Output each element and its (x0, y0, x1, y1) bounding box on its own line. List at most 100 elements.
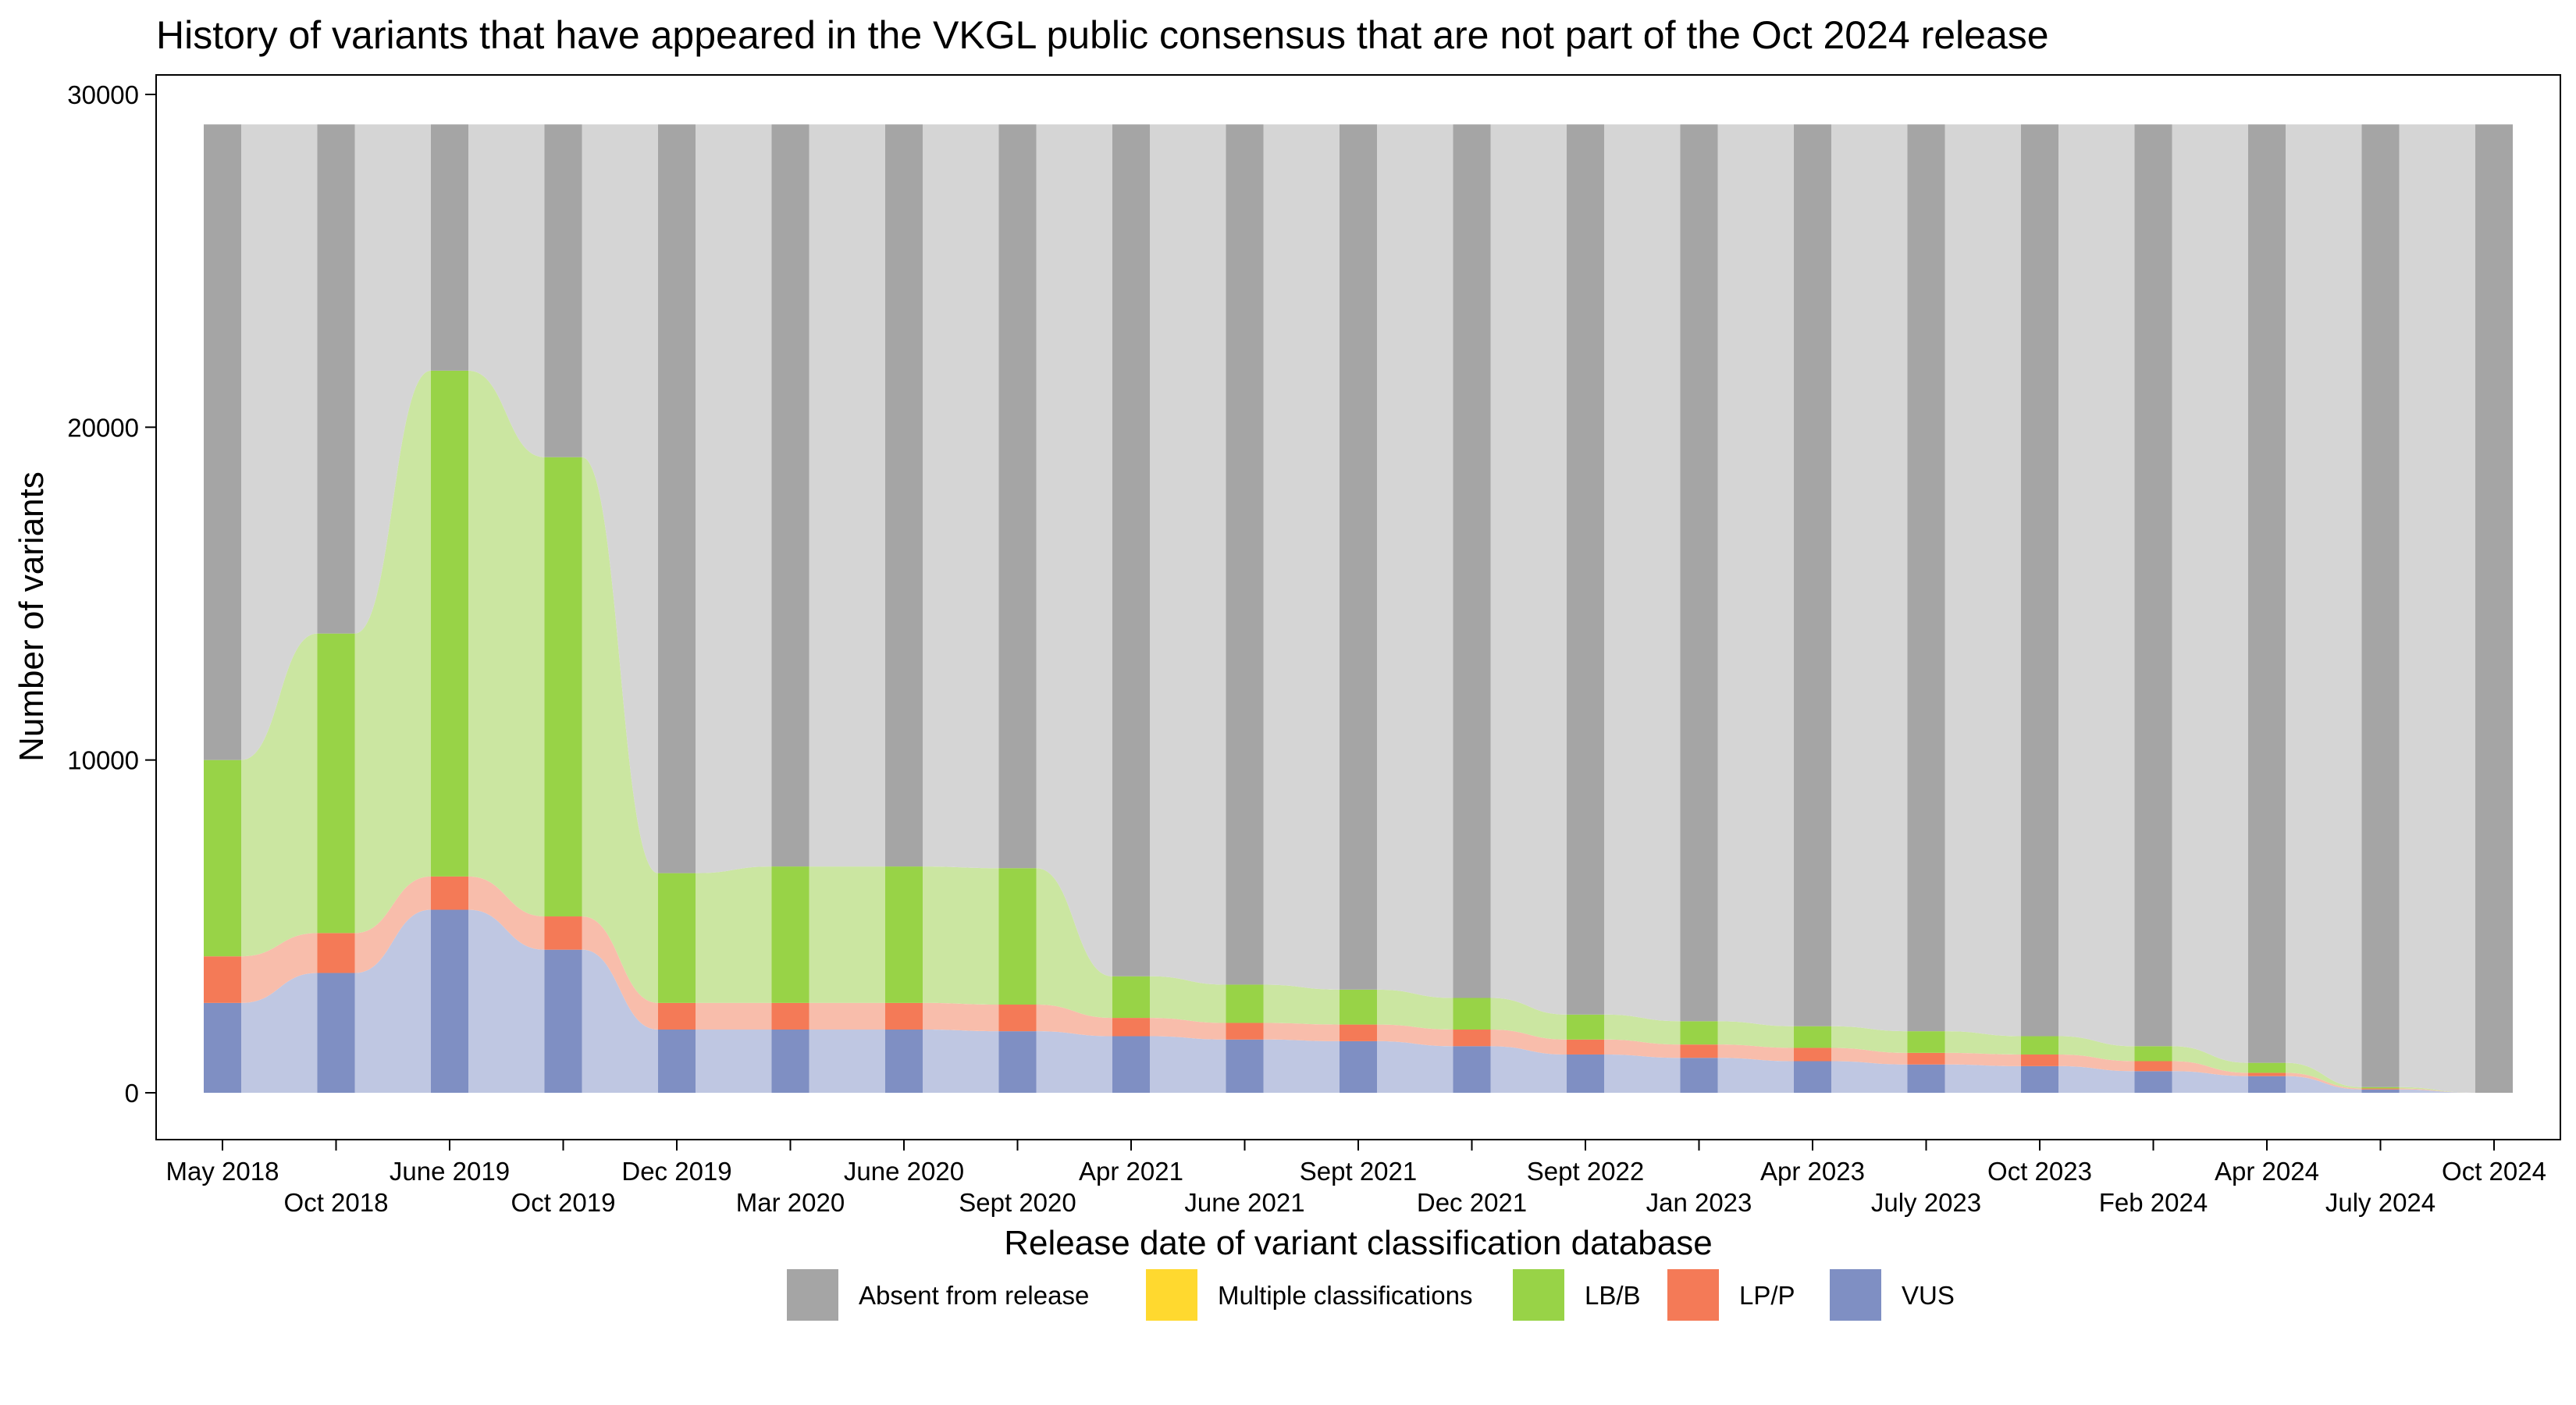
x-tick-label: Oct 2023 (1987, 1157, 2092, 1186)
bar-absent-from-release-0 (204, 124, 241, 760)
bar-vus-14 (1794, 1061, 1831, 1093)
y-axis-title: Number of variants (12, 471, 51, 762)
flow-vus-17 (2172, 1071, 2248, 1093)
flow-absent-from-release-13 (1717, 124, 1794, 1026)
bar-absent-from-release-18 (2248, 124, 2286, 1063)
bar-lp-p-19 (2361, 1088, 2400, 1090)
bar-absent-from-release-1 (317, 124, 355, 634)
bar-lp-p-0 (204, 956, 241, 1003)
bar-absent-from-release-14 (1794, 124, 1831, 1026)
flow-lb-b-11 (1490, 998, 1567, 1040)
flow-lb-b-9 (1263, 984, 1340, 1025)
bar-vus-16 (2021, 1065, 2058, 1093)
flow-absent-from-release-9 (1263, 124, 1340, 990)
x-tick-label: Feb 2024 (2099, 1188, 2208, 1217)
bar-layer (204, 124, 2513, 1093)
flow-absent-from-release-5 (809, 124, 885, 867)
flow-vus-4 (696, 1029, 772, 1093)
flow-vus-9 (1263, 1039, 1340, 1093)
bar-lb-b-15 (1907, 1031, 1945, 1053)
flow-vus-2 (468, 909, 545, 1093)
bar-lb-b-19 (2361, 1087, 2400, 1089)
bar-absent-from-release-19 (2361, 124, 2400, 1087)
flow-vus-5 (809, 1029, 885, 1093)
x-tick-label: June 2021 (1184, 1188, 1304, 1217)
bar-absent-from-release-17 (2134, 124, 2172, 1047)
bar-lp-p-1 (317, 933, 355, 973)
x-tick-label: Oct 2024 (2442, 1157, 2546, 1186)
flow-lp-p-1 (354, 876, 431, 973)
flow-lb-b-17 (2172, 1046, 2248, 1073)
flow-lp-p-9 (1263, 1023, 1340, 1041)
bar-vus-12 (1567, 1054, 1604, 1093)
bar-lp-p-9 (1226, 1023, 1264, 1040)
x-tick-label: June 2019 (390, 1157, 510, 1186)
x-tick-label: Dec 2021 (1417, 1188, 1527, 1217)
bar-lp-p-11 (1453, 1029, 1491, 1047)
bar-vus-2 (431, 909, 468, 1093)
bar-lp-p-4 (658, 1002, 696, 1030)
flow-absent-from-release-10 (1377, 124, 1453, 998)
x-tick-label: Oct 2019 (511, 1188, 616, 1217)
legend-swatch (1830, 1269, 1881, 1321)
bar-absent-from-release-2 (431, 124, 468, 371)
flow-lb-b-10 (1377, 989, 1453, 1030)
legend-swatch (1146, 1269, 1197, 1321)
flow-lb-b-13 (1717, 1021, 1794, 1048)
bar-lb-b-12 (1567, 1014, 1604, 1040)
flow-vus-3 (582, 949, 658, 1093)
flow-lp-p-12 (1604, 1039, 1681, 1058)
bar-lb-b-14 (1794, 1026, 1831, 1048)
bar-lb-b-18 (2248, 1062, 2286, 1073)
bar-vus-10 (1340, 1040, 1377, 1093)
flow-lb-b-19 (2399, 1087, 2475, 1093)
bar-lp-p-3 (544, 916, 582, 950)
flow-lb-b-1 (354, 370, 431, 934)
flow-vus-10 (1377, 1040, 1453, 1093)
flow-absent-from-release-2 (468, 124, 545, 457)
bar-lb-b-3 (544, 457, 582, 917)
flow-lp-p-11 (1490, 1029, 1567, 1055)
bar-vus-6 (885, 1029, 923, 1093)
bar-vus-9 (1226, 1039, 1264, 1093)
flow-vus-19 (2399, 1089, 2475, 1093)
flow-lb-b-15 (1944, 1031, 2021, 1055)
flow-lb-b-14 (1831, 1026, 1908, 1053)
bar-absent-from-release-13 (1680, 124, 1718, 1022)
flow-lp-p-16 (2058, 1054, 2135, 1072)
flow-lb-b-18 (2286, 1062, 2362, 1089)
y-tick-label: 30000 (67, 80, 139, 109)
legend-label: LP/P (1739, 1281, 1795, 1310)
bar-absent-from-release-5 (771, 124, 809, 867)
flow-lp-p-5 (809, 1002, 885, 1030)
bar-lb-b-11 (1453, 998, 1491, 1030)
flow-lb-b-3 (582, 457, 658, 1003)
bar-lp-p-16 (2021, 1054, 2058, 1066)
bar-lb-b-16 (2021, 1036, 2058, 1055)
bar-vus-11 (1453, 1046, 1491, 1093)
flow-absent-from-release-4 (696, 124, 772, 873)
flow-vus-14 (1831, 1061, 1908, 1093)
flow-absent-from-release-11 (1490, 124, 1567, 1015)
flow-vus-0 (241, 973, 318, 1093)
flow-lp-p-15 (1944, 1052, 2021, 1066)
flow-vus-7 (1036, 1031, 1112, 1093)
flow-lp-p-6 (923, 1002, 999, 1032)
legend-label: Multiple classifications (1218, 1281, 1472, 1310)
flow-absent-from-release-17 (2172, 124, 2248, 1063)
legend-label: LB/B (1585, 1281, 1641, 1310)
flow-lb-b-16 (2058, 1036, 2135, 1062)
flow-vus-16 (2058, 1065, 2135, 1093)
legend-label: VUS (1902, 1281, 1955, 1310)
flow-vus-6 (923, 1029, 999, 1093)
flow-absent-from-release-16 (2058, 124, 2135, 1047)
bar-lb-b-8 (1112, 976, 1150, 1019)
flow-lp-p-4 (696, 1002, 772, 1030)
bar-vus-4 (658, 1029, 696, 1093)
x-tick-label: Apr 2021 (1079, 1157, 1183, 1186)
flow-absent-from-release-3 (582, 124, 658, 873)
bar-lb-b-2 (431, 370, 468, 877)
flow-lb-b-5 (809, 866, 885, 1003)
bar-lp-p-10 (1340, 1024, 1377, 1041)
